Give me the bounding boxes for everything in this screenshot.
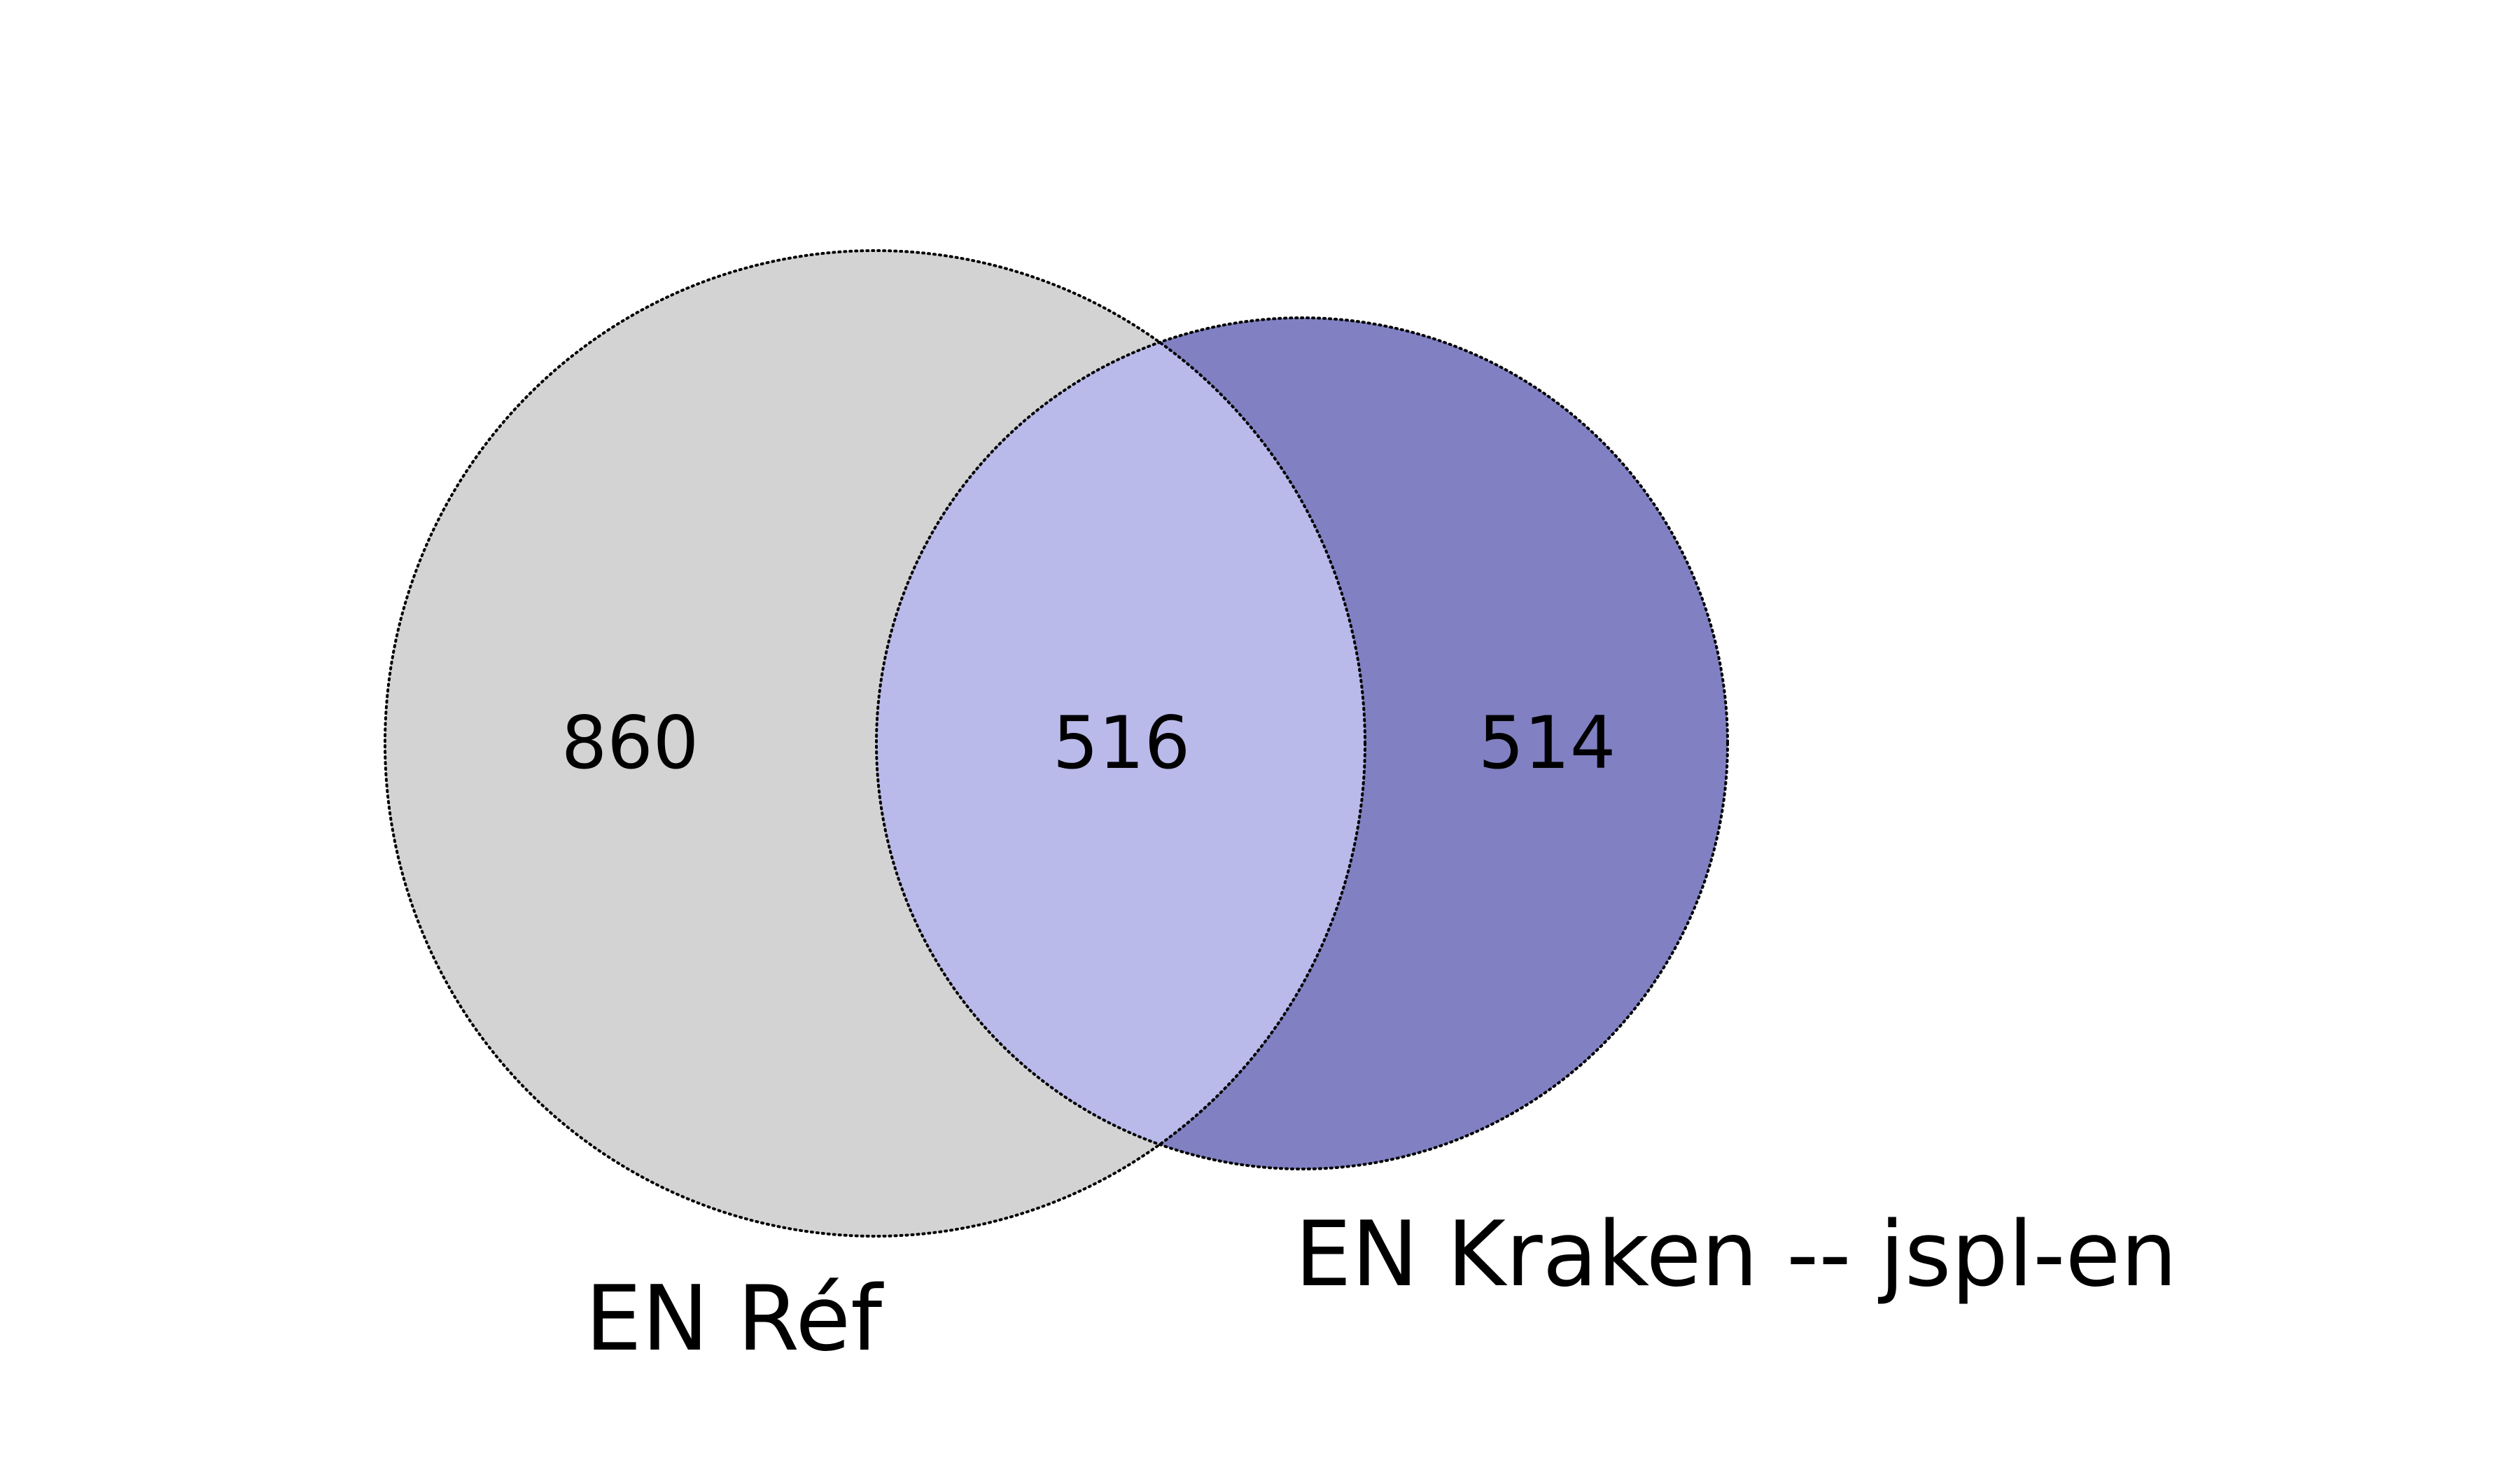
- set-b-label: EN Kraken -- jspl-en: [1295, 1203, 2178, 1307]
- intersection-region: [876, 318, 1365, 1169]
- region-intersection-count: 516: [1053, 701, 1191, 785]
- region-b-only-count: 514: [1478, 701, 1616, 785]
- set-b-outline: [875, 316, 1729, 1170]
- region-a-only-count: 860: [561, 701, 699, 785]
- set-a-outline: [384, 249, 1366, 1238]
- set-a-label: EN Réf: [585, 1267, 884, 1371]
